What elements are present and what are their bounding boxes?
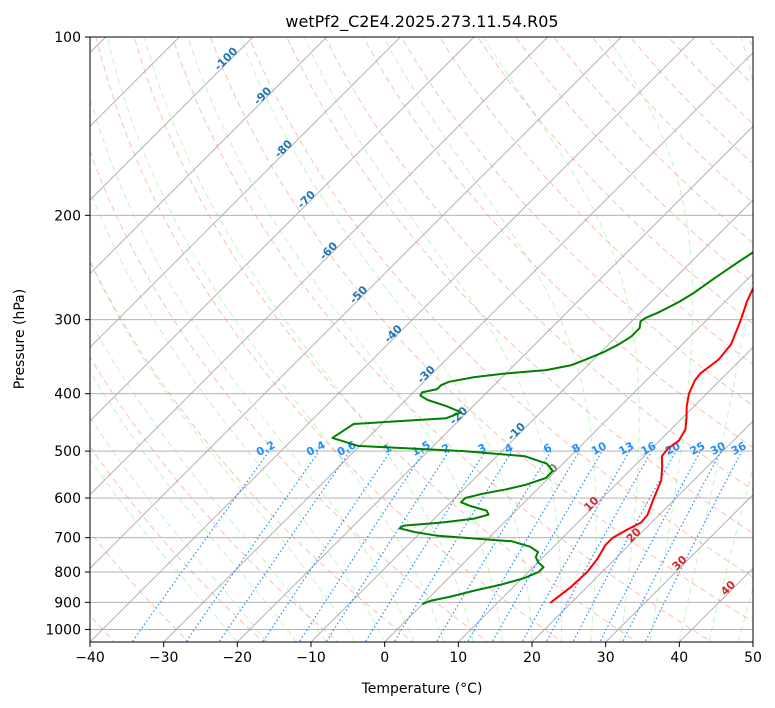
y-tick-label: 900	[54, 595, 81, 611]
plot-frame	[89, 36, 754, 643]
mixing-ratio-line	[218, 450, 351, 642]
x-tick-label: 20	[523, 650, 541, 666]
x-tick-label: 40	[670, 650, 688, 666]
chart-title: wetPf2_C2E4.2025.273.11.54.R05	[285, 12, 558, 32]
moist-adiabat-line	[303, 37, 563, 642]
y-tick-label: 100	[54, 30, 81, 46]
mixing-ratio-label: 25	[688, 439, 708, 458]
dry-adiabat-line	[362, 37, 753, 449]
moist-adiabat-line	[106, 37, 445, 642]
mixing-ratio-line	[621, 450, 722, 642]
dewpoint-profile-line	[331, 251, 753, 605]
isotherm-line	[90, 37, 696, 642]
dry-adiabat-line	[90, 259, 414, 642]
x-tick-label: −40	[75, 650, 105, 666]
moist-adiabat-line	[737, 585, 753, 642]
x-tick-label: 0	[380, 650, 389, 666]
moist-adiabat-line	[90, 189, 386, 642]
moist-adiabat-line	[187, 37, 503, 642]
isotherm-line	[310, 199, 753, 642]
isotherm-line	[90, 37, 254, 201]
y-tick-label: 800	[54, 565, 81, 581]
x-tick-label: −30	[149, 650, 179, 666]
mixing-ratio-label: 36	[729, 439, 749, 458]
moist-adiabat-line	[678, 37, 753, 642]
isotherm-line	[531, 420, 753, 642]
moist-adiabat-line	[90, 260, 356, 642]
moist-adiabat-line	[143, 37, 474, 642]
mixing-ratio-line	[298, 450, 425, 642]
isotherm-line	[90, 37, 549, 496]
mixing-ratio-line	[131, 450, 270, 642]
isotherms	[90, 37, 753, 642]
y-tick-label: 300	[54, 313, 81, 329]
dry-adiabat-line	[400, 37, 753, 407]
dry-adiabat-line	[248, 37, 753, 578]
y-tick-label: 600	[54, 491, 81, 507]
isotherm-line	[236, 125, 753, 642]
moist-adiabat-line	[90, 96, 415, 642]
moist-adiabat-line	[383, 37, 597, 642]
isotherm-line	[457, 346, 753, 642]
dry-adiabat-line	[286, 37, 753, 534]
isotherm-line	[605, 494, 753, 642]
y-axis-ticks: 100 200 300 400 500 600 700 800 900 1000	[45, 30, 90, 638]
isotherm-line	[90, 37, 475, 422]
x-tick-label: 10	[449, 650, 467, 666]
x-tick-label: 50	[744, 650, 762, 666]
mixing-ratio-line	[599, 450, 702, 642]
isotherm-line	[90, 37, 401, 348]
moist-adiabat-line	[482, 37, 640, 642]
mixing-ratio-line	[185, 450, 320, 642]
isotherm-line	[90, 37, 328, 275]
moist-adiabat-line	[607, 37, 694, 642]
y-tick-label: 700	[54, 531, 81, 547]
mixing-ratio-line	[466, 450, 580, 642]
mixing-ratio-label: 20	[663, 439, 683, 458]
mixing-ratio-line	[262, 450, 392, 642]
mixing-ratio-label: 13	[617, 439, 637, 458]
mixing-ratio-label: 30	[708, 439, 728, 458]
y-axis-label: Pressure (hPa)	[12, 289, 28, 389]
isotherm-line	[90, 37, 622, 569]
mixing-ratio-label: 10	[589, 439, 609, 458]
plot-area: 0.10.20.40.611.52346810131620253036-100-…	[90, 37, 753, 642]
y-tick-label: 500	[54, 444, 81, 460]
isotherm-line	[90, 37, 180, 127]
x-axis-ticks: −40 −30 −20 −10 0 10 20 30 40 50	[75, 642, 762, 666]
dry-adiabat-line	[438, 37, 753, 366]
isotherm-line	[163, 52, 753, 642]
y-tick-label: 400	[54, 387, 81, 403]
mixing-ratio-lines	[131, 450, 743, 642]
dry-adiabat-line	[324, 37, 753, 491]
sounding-series	[331, 251, 753, 605]
mixing-ratio-line	[393, 450, 513, 642]
y-tick-label: 1000	[45, 622, 81, 638]
y-tick-label: 200	[54, 208, 81, 224]
x-tick-label: 30	[597, 650, 615, 666]
temperature-profile-line	[550, 286, 753, 604]
x-tick-label: −20	[223, 650, 253, 666]
x-tick-label: −10	[296, 650, 326, 666]
mixing-ratio-line	[325, 450, 450, 642]
x-axis-label: Temperature (°C)	[361, 681, 483, 697]
mixing-ratio-label: 16	[639, 439, 659, 458]
mixing-ratio-line	[572, 450, 677, 642]
dry-adiabat-line	[477, 37, 753, 325]
mixing-ratio-line	[364, 450, 486, 642]
moist-adiabat-line	[90, 458, 238, 642]
isotherm-line	[384, 273, 753, 642]
moist-adiabat-line	[90, 416, 268, 642]
moist-adiabat-line	[239, 37, 533, 642]
